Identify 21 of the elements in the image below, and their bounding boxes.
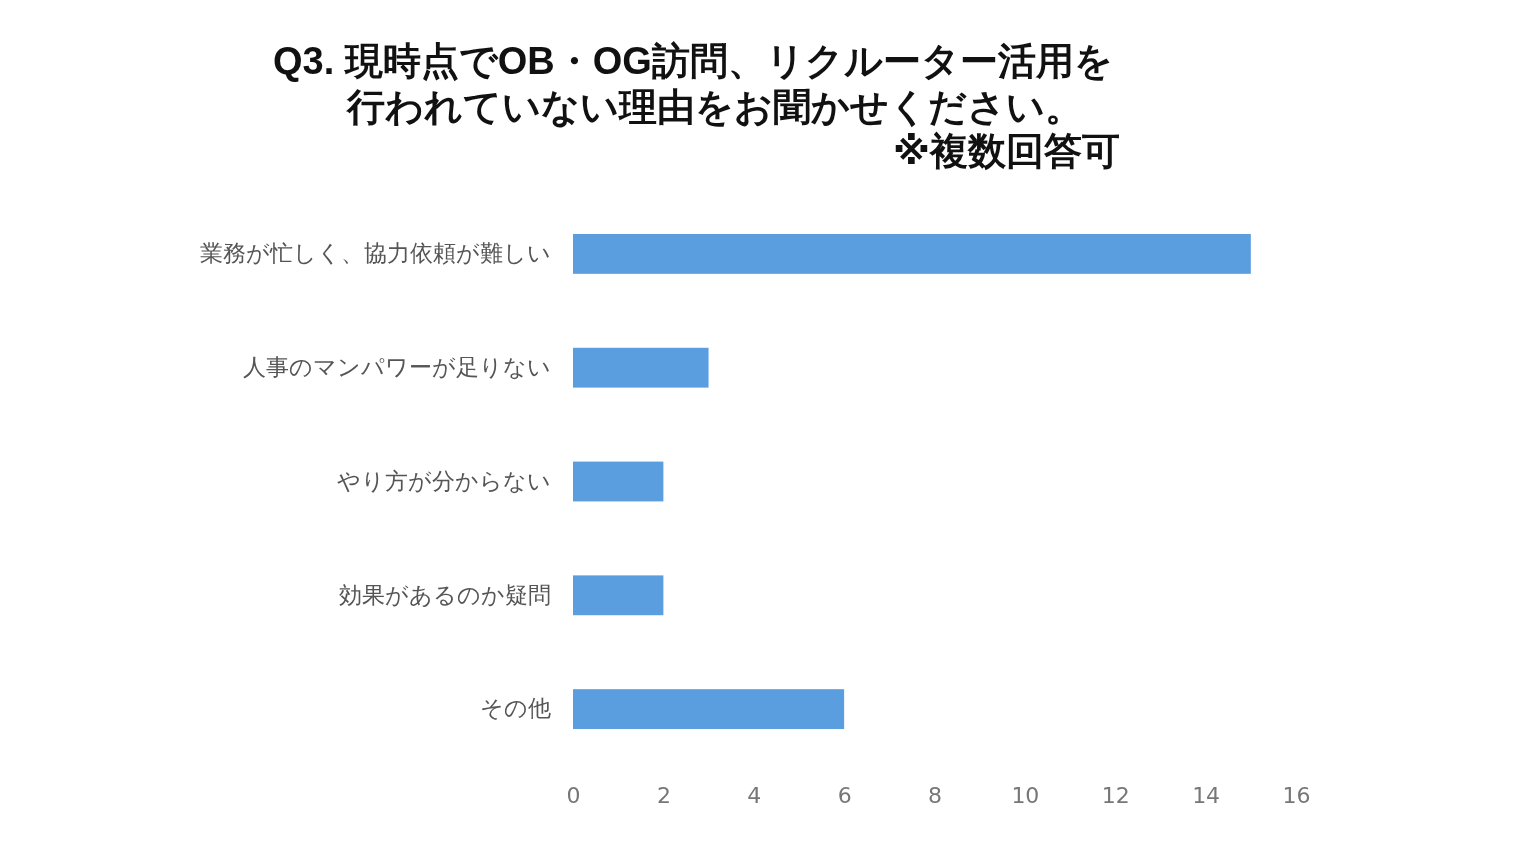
x-tick-label: 8 xyxy=(928,782,942,808)
y-tick-label: 人事のマンパワーが足りない xyxy=(243,354,551,380)
x-tick-label: 16 xyxy=(1282,782,1311,808)
chart-subtitle: ※複数回答可 xyxy=(893,130,1120,172)
bar xyxy=(573,461,664,502)
bar xyxy=(573,233,1251,274)
bar xyxy=(573,347,709,388)
x-tick-label: 0 xyxy=(566,782,581,808)
y-tick-label: やり方が分からない xyxy=(337,468,551,494)
x-tick-label: 4 xyxy=(747,782,762,808)
bar xyxy=(573,689,845,730)
x-tick-label: 14 xyxy=(1192,782,1221,808)
chart-title: Q3. 現時点でOB・OG訪問、リクルーター活用を行われていない理由をお聞かせください。 xyxy=(273,40,1113,128)
x-tick-label: 10 xyxy=(1011,782,1040,808)
x-tick-label: 6 xyxy=(837,782,852,808)
y-tick-label: 業務が忙しく、協力依頼が難しい xyxy=(200,241,551,267)
y-tick-label: その他 xyxy=(480,696,551,722)
y-tick-label: 効果があるのか疑問 xyxy=(339,582,551,608)
x-tick-label: 12 xyxy=(1101,782,1130,808)
bar xyxy=(573,575,664,616)
x-tick-label: 2 xyxy=(656,782,671,808)
